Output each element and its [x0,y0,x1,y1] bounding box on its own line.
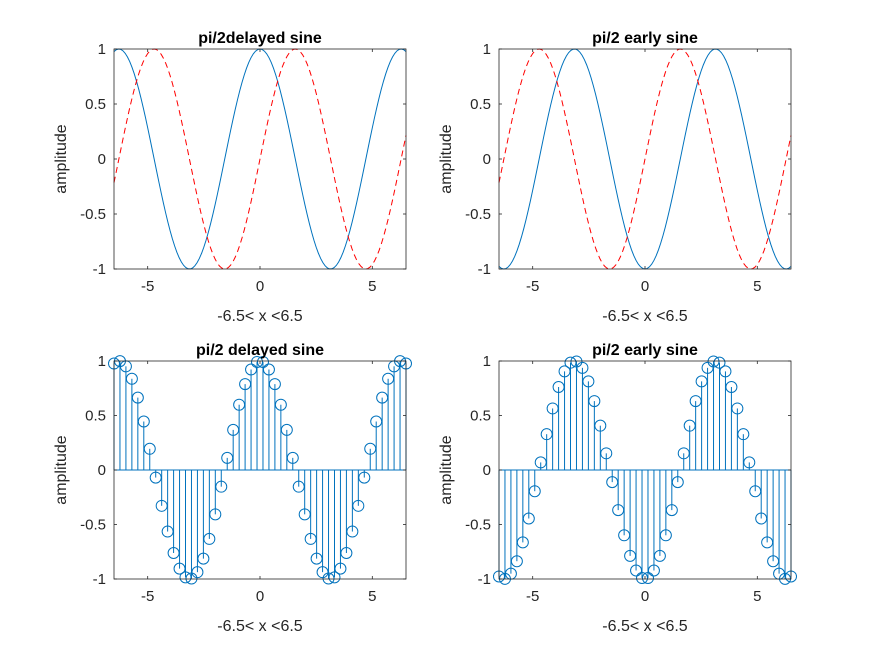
stem-marker-6 [522,512,535,525]
subplot-title: pi/2 early sine [592,30,698,47]
y-axis-label: amplitude [53,435,70,504]
x-tick-label: 5 [368,588,376,605]
x-axis-label: -6.5< x <6.5 [217,308,302,325]
y-tick-label: 0.5 [470,96,491,113]
stem-marker-27 [647,564,660,577]
stem-marker-26 [641,572,654,585]
stem-marker-42 [352,499,365,512]
x-axis-label: -6.5< x <6.5 [602,618,687,635]
x-tick-label: 0 [256,278,264,295]
stem-marker-16 [197,552,210,565]
stem-marker-29 [274,398,287,411]
stem-marker-17 [588,395,601,408]
y-tick-label: -1 [478,261,491,278]
y-tick-label: 0 [98,151,106,168]
stem-marker-39 [719,365,732,378]
stem-marker-14 [185,572,198,585]
stem-marker-4 [125,372,138,385]
x-tick-label: -5 [526,278,539,295]
stem-marker-30 [280,423,293,436]
x-tick-label: 5 [753,588,761,605]
subplot-title: pi/2 early sine [592,342,698,359]
x-tick-label: 5 [368,278,376,295]
y-tick-label: 0.5 [85,96,106,113]
stem-marker-4 [510,555,523,568]
stem-marker-40 [340,546,353,559]
stem-marker-18 [594,419,607,432]
stem-marker-14 [570,355,583,368]
stem-marker-19 [215,480,228,493]
stem-marker-7 [528,485,541,498]
x-axis-label: -6.5< x <6.5 [602,308,687,325]
stem-marker-19 [600,447,613,460]
x-axis-label: -6.5< x <6.5 [217,618,302,635]
x-tick-label: -5 [141,588,154,605]
y-tick-label: -0.5 [465,517,491,534]
stem-marker-29 [659,529,672,542]
y-tick-label: -1 [478,571,491,588]
subplot-4: -5 0 5 -1 -0.5 0 0.5 1 pi/2 early sine -6.5< x <6… [438,342,797,635]
y-axis-label: amplitude [53,124,70,193]
stem-marker-28 [268,378,281,391]
subplot-3: -5 0 5 -1 -0.5 0 0.5 1 pi/2 delayed sine -6.5< x … [53,342,412,635]
y-tick-label: 0 [98,462,106,479]
plot-layer [108,355,412,585]
stem-marker-5 [516,536,529,549]
stem-marker-31 [286,451,299,464]
y-tick-label: 0.5 [470,408,491,425]
y-tick-label: -1 [93,261,106,278]
y-axis-label: amplitude [438,435,455,504]
stem-marker-38 [328,571,341,584]
stem-marker-39 [334,562,347,575]
y-tick-label: -0.5 [80,206,106,223]
stem-marker-38 [713,356,726,369]
y-tick-label: 1 [483,353,491,370]
stem-marker-43 [743,456,756,469]
subplot-title: pi/2 delayed sine [196,342,324,359]
y-tick-label: 1 [98,353,106,370]
x-tick-label: 0 [256,588,264,605]
stem-marker-30 [665,504,678,517]
stem-marker-26 [256,355,269,368]
subplot-1: -5 0 5 -1 -0.5 0 0.5 1 pi/2delayed sine -6.5< x <… [53,30,407,325]
series-line-2 [113,48,407,270]
y-tick-label: 1 [98,41,106,58]
stem-marker-42 [737,428,750,441]
stem-marker-37 [322,572,335,585]
stem-marker-41 [731,402,744,415]
y-axis-label: amplitude [438,124,455,193]
stem-marker-43 [358,471,371,484]
stem-marker-28 [653,549,666,562]
stem-marker-18 [209,508,222,521]
stem-marker-31 [671,476,684,489]
stem-marker-15 [576,361,589,374]
y-tick-label: -1 [93,571,106,588]
y-tick-label: 0 [483,151,491,168]
stem-marker-40 [725,381,738,394]
y-tick-label: 0.5 [85,408,106,425]
y-tick-label: 1 [483,41,491,58]
plot-layer [493,355,797,585]
y-tick-label: -0.5 [465,206,491,223]
stem-marker-15 [191,566,204,579]
stem-marker-37 [707,355,720,368]
x-tick-label: -5 [141,278,154,295]
stem-marker-5 [131,391,144,404]
stem-marker-17 [203,532,216,545]
x-tick-label: 0 [641,278,649,295]
stem-marker-16 [582,375,595,388]
stem-marker-7 [143,442,156,455]
stem-marker-41 [346,525,359,538]
subplot-title: pi/2delayed sine [198,30,322,47]
series-line-2 [498,48,792,270]
stem-marker-27 [262,363,275,376]
x-tick-label: 5 [753,278,761,295]
y-tick-label: -0.5 [80,517,106,534]
subplot-2: -5 0 5 -1 -0.5 0 0.5 1 pi/2 early sine -6.5< x <6… [438,30,792,325]
x-tick-label: -5 [526,588,539,605]
x-tick-label: 0 [641,588,649,605]
y-tick-label: 0 [483,462,491,479]
stem-marker-6 [137,415,150,428]
